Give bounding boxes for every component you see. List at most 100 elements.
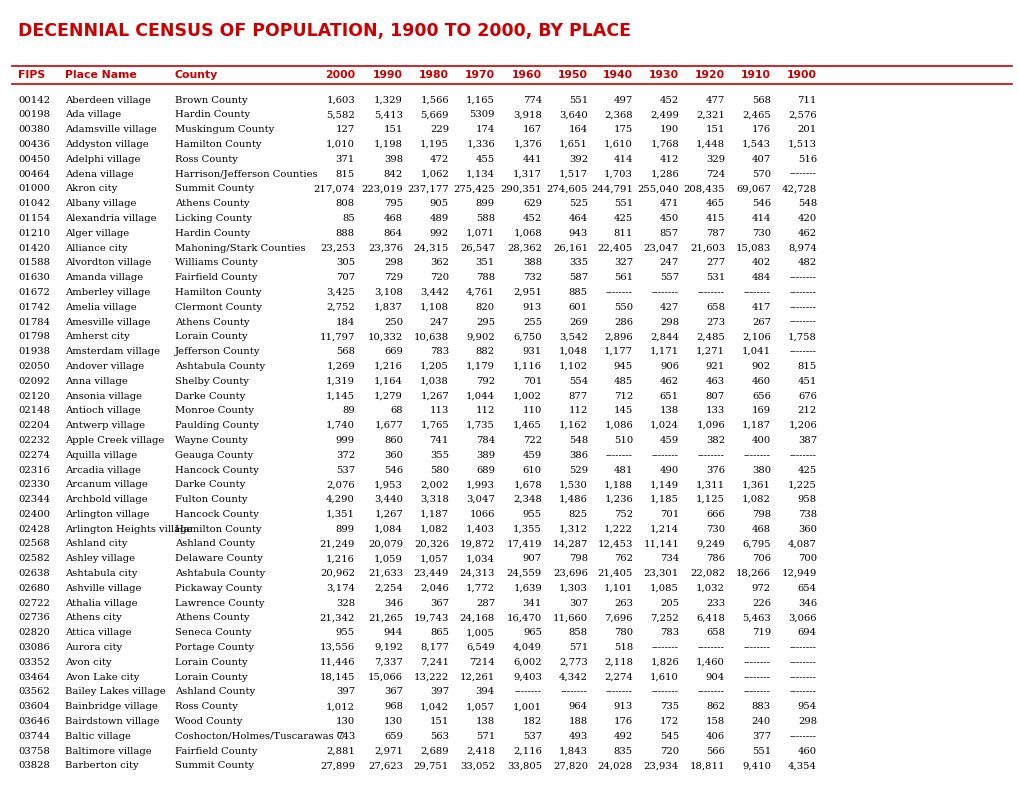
- Text: 26,547: 26,547: [460, 243, 494, 252]
- Text: --------: --------: [743, 451, 770, 459]
- Text: 1,448: 1,448: [695, 140, 725, 149]
- Text: 113: 113: [429, 407, 448, 415]
- Text: 182: 182: [522, 717, 541, 726]
- Text: --------: --------: [790, 318, 816, 326]
- Text: 1,317: 1,317: [513, 169, 541, 179]
- Text: 921: 921: [705, 362, 725, 371]
- Text: 1,758: 1,758: [788, 333, 816, 341]
- Text: Arcadia village: Arcadia village: [65, 466, 141, 474]
- Text: --------: --------: [790, 732, 816, 741]
- Text: 752: 752: [613, 510, 633, 519]
- Text: 738: 738: [797, 510, 816, 519]
- Text: 414: 414: [751, 214, 770, 223]
- Text: 23,376: 23,376: [368, 243, 403, 252]
- Text: 15,083: 15,083: [735, 243, 770, 252]
- Text: Shelby County: Shelby County: [175, 377, 249, 385]
- Text: 774: 774: [522, 95, 541, 105]
- Text: 138: 138: [475, 717, 494, 726]
- Text: 23,449: 23,449: [414, 569, 448, 578]
- Text: 882: 882: [476, 347, 494, 356]
- Text: 85: 85: [342, 214, 355, 223]
- Text: 247: 247: [429, 318, 448, 326]
- Text: 167: 167: [523, 125, 541, 134]
- Text: 133: 133: [705, 407, 725, 415]
- Text: 233: 233: [705, 599, 725, 608]
- Text: 277: 277: [705, 258, 725, 267]
- Text: 2,971: 2,971: [374, 747, 403, 756]
- Text: 1,187: 1,187: [420, 510, 448, 519]
- Text: Fulton County: Fulton County: [175, 495, 248, 504]
- Text: Ashtabula County: Ashtabula County: [175, 362, 265, 371]
- Text: Brown County: Brown County: [175, 95, 248, 105]
- Text: 459: 459: [659, 436, 679, 445]
- Text: 00142: 00142: [18, 95, 50, 105]
- Text: 546: 546: [751, 199, 770, 208]
- Text: 1,057: 1,057: [420, 554, 448, 563]
- Text: 787: 787: [705, 229, 725, 238]
- Text: 2,321: 2,321: [695, 110, 725, 119]
- Text: 02680: 02680: [18, 584, 50, 593]
- Text: 1,010: 1,010: [326, 140, 355, 149]
- Text: 21,405: 21,405: [597, 569, 633, 578]
- Text: 762: 762: [613, 554, 633, 563]
- Text: 16,470: 16,470: [506, 614, 541, 623]
- Text: 389: 389: [476, 451, 494, 459]
- Text: --------: --------: [651, 288, 679, 297]
- Text: 1,953: 1,953: [374, 481, 403, 489]
- Text: 226: 226: [751, 599, 770, 608]
- Text: 472: 472: [429, 154, 448, 164]
- Text: 1,765: 1,765: [420, 421, 448, 430]
- Text: Pickaway County: Pickaway County: [175, 584, 262, 593]
- Text: Clermont County: Clermont County: [175, 303, 262, 312]
- Text: 1,993: 1,993: [466, 481, 494, 489]
- Text: Seneca County: Seneca County: [175, 628, 251, 637]
- Text: 01154: 01154: [18, 214, 50, 223]
- Text: 3,640: 3,640: [558, 110, 587, 119]
- Text: 2,002: 2,002: [420, 481, 448, 489]
- Text: 658: 658: [705, 628, 725, 637]
- Text: 563: 563: [430, 732, 448, 741]
- Text: 4,342: 4,342: [558, 673, 587, 682]
- Text: 905: 905: [429, 199, 448, 208]
- Text: 1,216: 1,216: [326, 554, 355, 563]
- Text: 269: 269: [569, 318, 587, 326]
- Text: 1,185: 1,185: [649, 495, 679, 504]
- Text: 1970: 1970: [465, 70, 494, 80]
- Text: Hamilton County: Hamilton County: [175, 140, 261, 149]
- Text: 12,261: 12,261: [460, 673, 494, 682]
- Text: 885: 885: [569, 288, 587, 297]
- Text: 954: 954: [797, 702, 816, 712]
- Text: Avon city: Avon city: [65, 658, 111, 667]
- Text: 700: 700: [797, 554, 816, 563]
- Text: Ashtabula County: Ashtabula County: [175, 569, 265, 578]
- Text: 400: 400: [751, 436, 770, 445]
- Text: 550: 550: [613, 303, 633, 312]
- Text: 223,019: 223,019: [361, 184, 403, 193]
- Text: 01798: 01798: [18, 333, 50, 341]
- Text: Ashland County: Ashland County: [175, 540, 255, 548]
- Text: 387: 387: [797, 436, 816, 445]
- Text: 694: 694: [797, 628, 816, 637]
- Text: 217,074: 217,074: [313, 184, 355, 193]
- Text: 175: 175: [613, 125, 633, 134]
- Text: 792: 792: [476, 377, 494, 385]
- Text: Summit County: Summit County: [175, 184, 254, 193]
- Text: 1980: 1980: [419, 70, 448, 80]
- Text: 329: 329: [705, 154, 725, 164]
- Text: 811: 811: [613, 229, 633, 238]
- Text: Mahoning/Stark Counties: Mahoning/Stark Counties: [175, 243, 306, 252]
- Text: 02736: 02736: [18, 614, 50, 623]
- Text: --------: --------: [790, 658, 816, 667]
- Text: 3,442: 3,442: [420, 288, 448, 297]
- Text: 2,274: 2,274: [603, 673, 633, 682]
- Text: --------: --------: [743, 687, 770, 697]
- Text: Lorain County: Lorain County: [175, 658, 248, 667]
- Text: 20,326: 20,326: [414, 540, 448, 548]
- Text: 145: 145: [613, 407, 633, 415]
- Text: 5309: 5309: [469, 110, 494, 119]
- Text: 11,660: 11,660: [552, 614, 587, 623]
- Text: 02400: 02400: [18, 510, 50, 519]
- Text: 367: 367: [430, 599, 448, 608]
- Text: 164: 164: [569, 125, 587, 134]
- Text: 02204: 02204: [18, 421, 50, 430]
